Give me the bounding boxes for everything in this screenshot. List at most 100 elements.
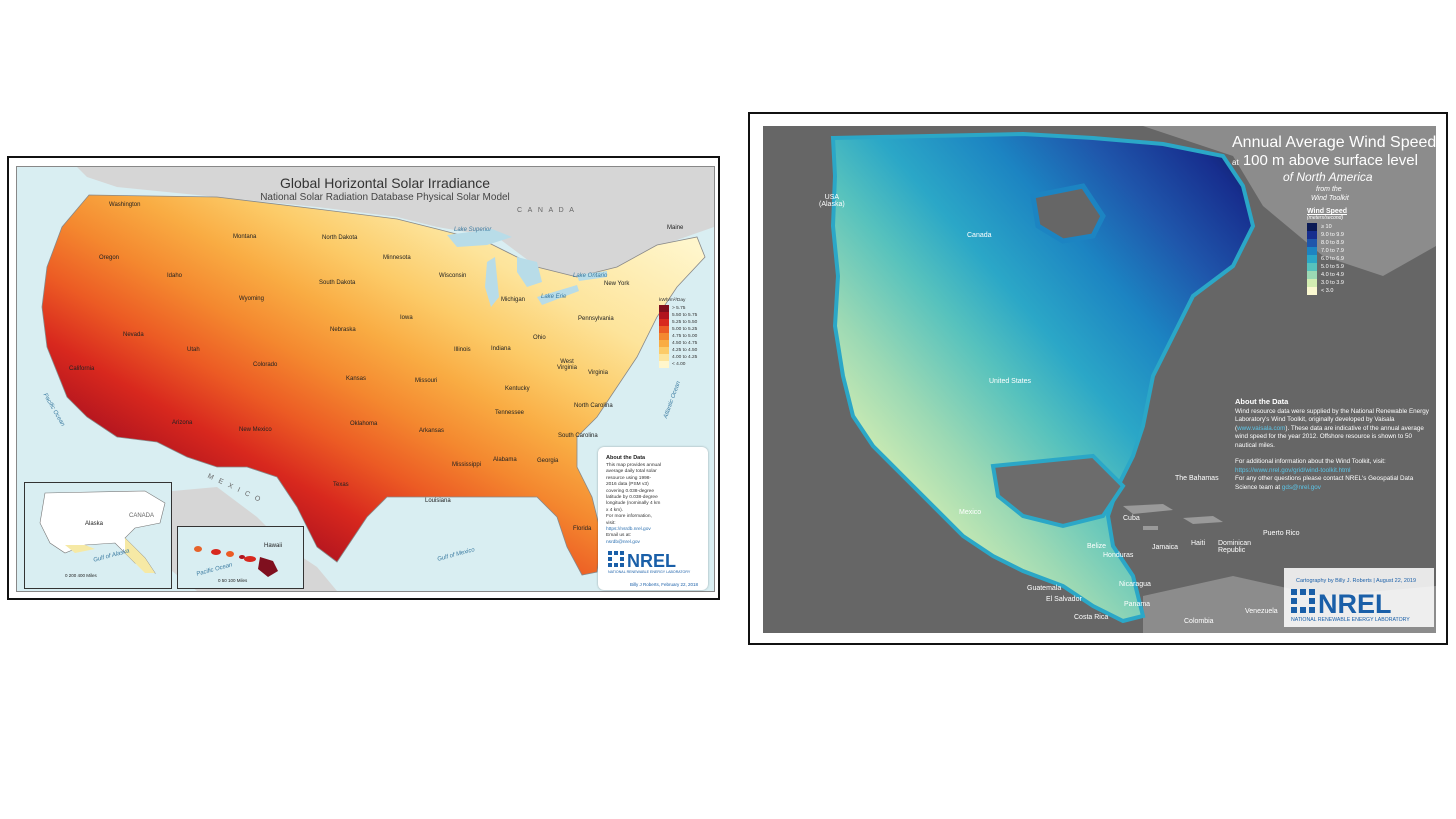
legend-row: 6.0 to 6.9 bbox=[1307, 255, 1347, 263]
nsrdb-email-link[interactable]: nsrdb@nrel.gov bbox=[606, 539, 640, 545]
place-costa-rica: Costa Rica bbox=[1074, 614, 1109, 621]
wind-title-2: at 100 m above surface level bbox=[1232, 152, 1418, 169]
place-puerto-rico: Puerto Rico bbox=[1263, 530, 1300, 537]
gds-email-link[interactable]: gds@nrel.gov bbox=[1281, 483, 1321, 491]
state-label: New York bbox=[604, 281, 630, 287]
wind-about-p2: For additional information about the Win… bbox=[1235, 458, 1386, 466]
state-label: Maine bbox=[667, 225, 684, 231]
water-label: Lake Ontario bbox=[573, 273, 608, 279]
legend-swatch bbox=[659, 333, 669, 340]
legend-row: ≥ 10 bbox=[1307, 223, 1347, 231]
wind-legend-unit: (meters/second) bbox=[1307, 215, 1344, 221]
state-label: Virginia bbox=[588, 370, 608, 376]
legend-swatch bbox=[1307, 271, 1317, 279]
legend-label: 7.0 to 7.9 bbox=[1321, 248, 1344, 254]
nrel-wordmark: NREL bbox=[1318, 589, 1392, 619]
place-canada: Canada bbox=[967, 232, 992, 239]
legend-swatch bbox=[1307, 263, 1317, 271]
legend-row: 4.50 to 4.75 bbox=[659, 340, 697, 347]
state-label: Wisconsin bbox=[439, 273, 467, 279]
legend-label: 5.25 to 5.50 bbox=[672, 320, 698, 325]
place-el-salvador: El Salvador bbox=[1046, 596, 1082, 603]
place-nicaragua: Nicaragua bbox=[1119, 581, 1151, 588]
solar-about-more: For more information, visit: bbox=[606, 514, 652, 526]
solar-legend-unit: kWh/m²/Day bbox=[659, 298, 686, 303]
legend-label: 8.0 to 8.9 bbox=[1321, 240, 1344, 246]
solar-map-subtitle: National Solar Radiation Database Physic… bbox=[260, 192, 510, 203]
solar-email-prefix: Email us at: bbox=[606, 533, 632, 539]
hawaii-scale: 0 50 100 Miles bbox=[218, 578, 248, 583]
state-label: Arizona bbox=[172, 420, 193, 426]
legend-label: < 3.0 bbox=[1321, 288, 1334, 294]
state-label: Pennsylvania bbox=[578, 316, 614, 322]
state-label: Arkansas bbox=[419, 428, 445, 434]
legend-swatch bbox=[1307, 223, 1317, 231]
state-label: Oklahoma bbox=[350, 421, 378, 427]
nrel-wordmark: NREL bbox=[627, 551, 676, 571]
wind-legend-rows: ≥ 10 9.0 to 9.9 8.0 to 8.9 7.0 to 7.9 6.0 to… bbox=[1307, 223, 1347, 295]
vaisala-link[interactable]: www.vaisala.com bbox=[1237, 424, 1286, 432]
wind-about-panel: About the Data Wind resource data were s… bbox=[1235, 397, 1431, 492]
legend-label: 4.0 to 4.9 bbox=[1321, 272, 1344, 278]
state-label: Utah bbox=[187, 347, 200, 353]
wind-title-at: at bbox=[1232, 158, 1239, 167]
wind-about-p1a: Wind resource data were supplied by the … bbox=[1235, 408, 1429, 432]
legend-swatch bbox=[659, 340, 669, 347]
place-united-states: United States bbox=[989, 378, 1032, 385]
water-label: Lake Superior bbox=[454, 227, 492, 233]
wind-credit: Cartography by Billy J. Roberts | August… bbox=[1296, 578, 1417, 584]
state-label: Wyoming bbox=[239, 296, 264, 302]
legend-row: 5.00 to 5.25 bbox=[659, 326, 697, 333]
place-usa-alaska: USA (Alaska) bbox=[819, 194, 845, 208]
nsrdb-link[interactable]: https://nsrdb.nrel.gov bbox=[606, 527, 651, 533]
state-label: Kentucky bbox=[505, 386, 530, 392]
state-label: Iowa bbox=[400, 315, 413, 321]
place-dominican: Dominican Republic bbox=[1218, 540, 1252, 554]
hawaii-label: Hawaii bbox=[264, 543, 283, 549]
legend-label: 4.00 to 4.25 bbox=[672, 355, 698, 360]
state-label: Washington bbox=[109, 202, 141, 208]
place-honduras: Honduras bbox=[1103, 552, 1134, 559]
alaska-scale: 0 200 400 Miles bbox=[65, 573, 97, 578]
state-label: Nevada bbox=[123, 332, 144, 338]
solar-about-body: This map provides annual average daily t… bbox=[606, 463, 661, 513]
state-label: Texas bbox=[333, 482, 349, 488]
legend-label: 4.25 to 4.50 bbox=[672, 348, 698, 353]
legend-row: 5.0 to 5.9 bbox=[1307, 263, 1347, 271]
nrel-logo-icon: NREL NATIONAL RENEWABLE ENERGY LABORATOR… bbox=[1291, 589, 1410, 623]
legend-row: 4.25 to 4.50 bbox=[659, 347, 697, 354]
alaska-label: Alaska bbox=[85, 521, 104, 527]
legend-row: 8.0 to 8.9 bbox=[1307, 239, 1347, 247]
legend-label: 5.50 to 5.75 bbox=[672, 313, 698, 318]
wind-about-text: Wind resource data were supplied by the … bbox=[1235, 408, 1431, 492]
legend-label: < 4.00 bbox=[672, 362, 686, 367]
legend-swatch bbox=[659, 326, 669, 333]
legend-swatch bbox=[659, 305, 669, 312]
svg-text:NATIONAL RENEWABLE ENERGY LABO: NATIONAL RENEWABLE ENERGY LABORATORY bbox=[608, 570, 691, 574]
place-haiti: Haiti bbox=[1191, 540, 1206, 547]
legend-swatch bbox=[1307, 287, 1317, 295]
solar-about-text: This map provides annual average daily t… bbox=[606, 463, 661, 546]
wind-title-height: 100 m above surface level bbox=[1242, 152, 1418, 169]
state-label: South Carolina bbox=[558, 433, 598, 439]
wind-toolkit-link[interactable]: https://www.nrel.gov/grid/wind-toolkit.h… bbox=[1235, 466, 1351, 474]
canada-inset-label: CANADA bbox=[129, 513, 155, 519]
state-label: West Virginia bbox=[557, 359, 577, 371]
svg-text:NATIONAL RENEWABLE ENERGY LABO: NATIONAL RENEWABLE ENERGY LABORATORY bbox=[1291, 617, 1410, 623]
legend-row: 5.25 to 5.50 bbox=[659, 319, 697, 326]
alaska-inset: Alaska CANADA Gulf of Alaska 0 200 400 M… bbox=[24, 482, 172, 589]
state-label: New Mexico bbox=[239, 427, 272, 433]
wind-nrel-logo: NREL NATIONAL RENEWABLE ENERGY LABORATOR… bbox=[1291, 587, 1431, 628]
state-label: Kansas bbox=[346, 376, 367, 382]
legend-row: > 5.75 bbox=[659, 305, 697, 312]
legend-swatch bbox=[1307, 239, 1317, 247]
legend-label: ≥ 10 bbox=[1321, 224, 1332, 230]
legend-label: 4.50 to 4.75 bbox=[672, 341, 698, 346]
legend-row: 4.00 to 4.25 bbox=[659, 354, 697, 361]
state-label: Illinois bbox=[454, 347, 471, 353]
alaska-map-graphic bbox=[39, 490, 166, 574]
wind-about-p3: For any other questions please contact N… bbox=[1235, 475, 1414, 491]
legend-swatch bbox=[659, 361, 669, 368]
nrel-logo-icon: NREL NATIONAL RENEWABLE ENERGY LABORATOR… bbox=[608, 551, 691, 574]
state-label: Michigan bbox=[501, 297, 526, 303]
